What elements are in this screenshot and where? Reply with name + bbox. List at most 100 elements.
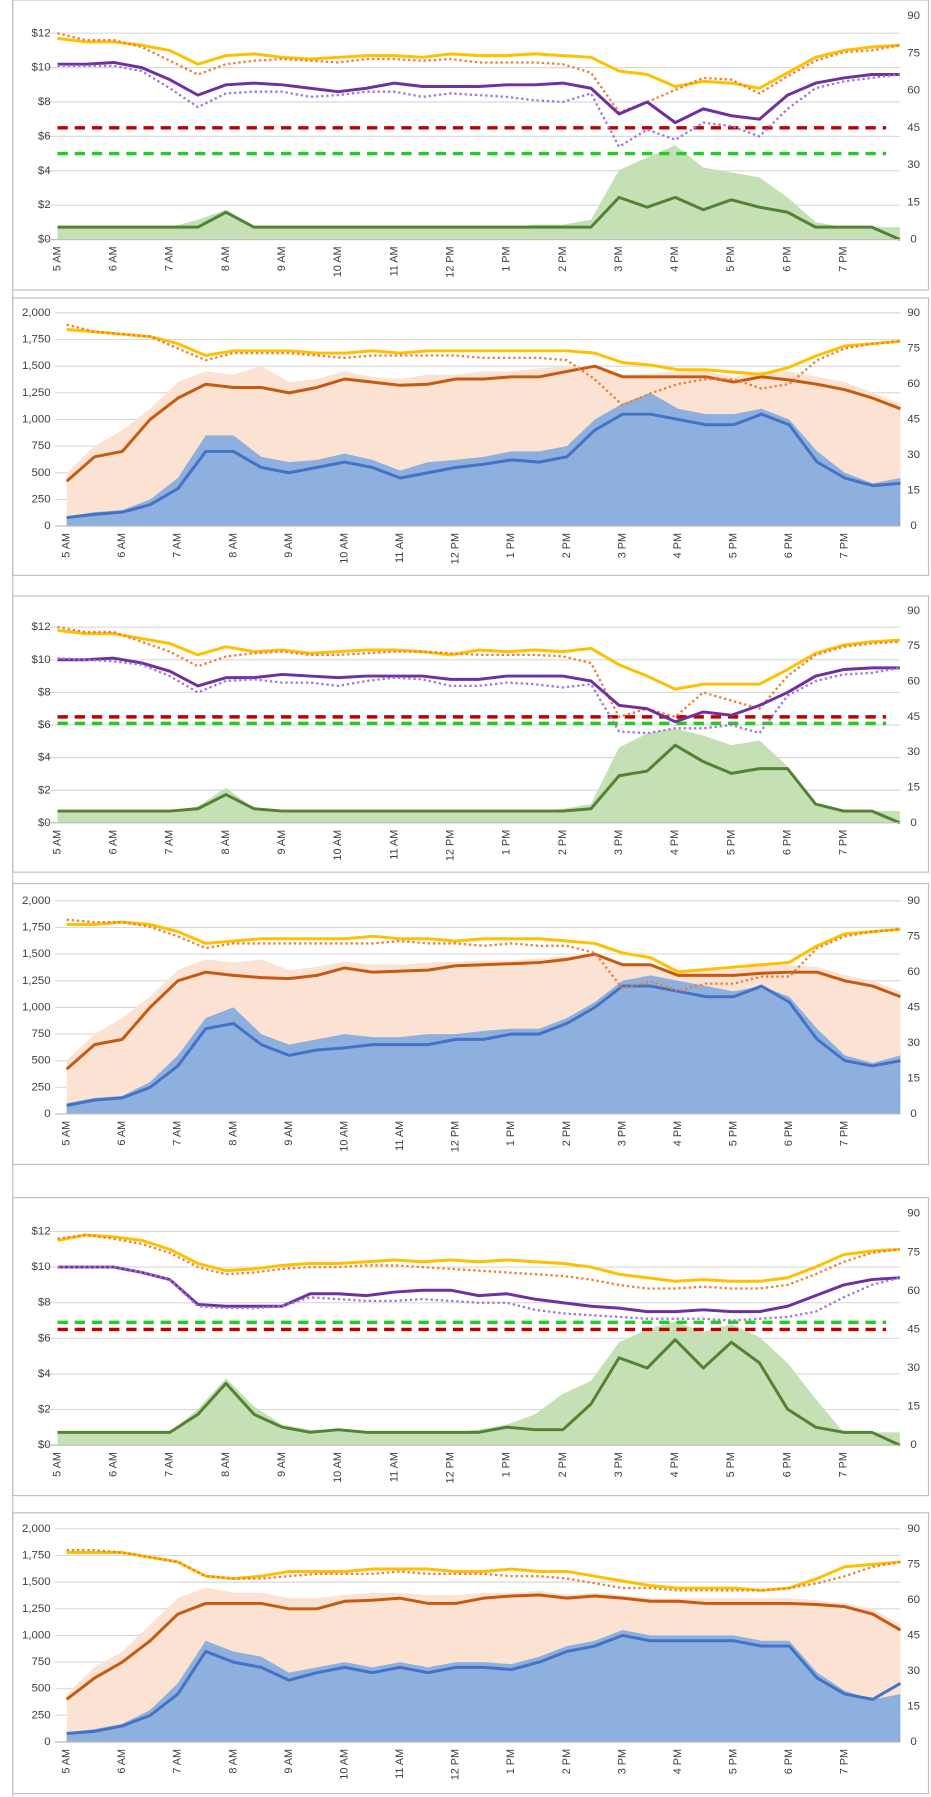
x-tick-label: 5 AM — [61, 1121, 73, 1146]
y-tick-label: 1,750 — [22, 921, 51, 933]
y-tick-label: $10 — [32, 62, 51, 74]
x-tick-label: 2 PM — [561, 1749, 573, 1774]
line-series — [66, 1551, 901, 1592]
x-tick-label: 2 PM — [561, 533, 573, 558]
x-tick-label: 4 PM — [672, 1121, 684, 1146]
x-tick-label: 7 PM — [839, 1749, 851, 1774]
x-tick-label: 12 PM — [450, 1749, 462, 1780]
x-tick-label: 9 AM — [276, 830, 288, 855]
line-series — [57, 743, 901, 825]
x-tick-label: 7 PM — [839, 1121, 851, 1146]
x-tick-label: 9 AM — [276, 1452, 288, 1477]
x-tick-label: 1 PM — [505, 1749, 517, 1774]
x-tick-label: 8 AM — [227, 533, 239, 558]
x-tick-label: 7 PM — [839, 533, 851, 558]
x-tick-label: 7 AM — [164, 830, 176, 855]
x-tick-label: 12 PM — [444, 246, 456, 277]
x-tick-label: 3 PM — [616, 1121, 628, 1146]
y2-tick-label: 90 — [907, 10, 920, 22]
y-tick-label: 750 — [32, 440, 51, 452]
x-tick-label: 10 AM — [338, 1121, 350, 1152]
x-tick-label: 12 PM — [444, 1452, 456, 1483]
x-tick-label: 2 PM — [561, 1121, 573, 1146]
line-series — [65, 364, 901, 483]
x-tick-label: 5 PM — [728, 1121, 740, 1146]
y-tick-label: $2 — [38, 1404, 51, 1416]
y-tick-label: 1,750 — [22, 1550, 51, 1562]
x-tick-label: 5 PM — [725, 1452, 737, 1477]
x-tick-label: 7 AM — [172, 1749, 184, 1774]
line-series — [57, 1233, 900, 1283]
y2-tick-label: 75 — [907, 1558, 920, 1570]
y-tick-label: $0 — [38, 234, 51, 246]
x-tick-label: 9 AM — [283, 1749, 295, 1774]
y2-tick-label: 45 — [907, 122, 920, 134]
x-tick-label: 5 PM — [725, 830, 737, 855]
y-tick-label: 1,750 — [22, 334, 51, 346]
line-series — [66, 918, 901, 992]
x-tick-label: 10 AM — [332, 246, 344, 277]
y2-tick-label: 30 — [907, 1037, 920, 1049]
y-tick-label: 1,250 — [22, 975, 51, 987]
x-tick-label: 5 PM — [728, 533, 740, 558]
line-series — [57, 625, 900, 718]
x-tick-label: 10 AM — [338, 533, 350, 564]
y-tick-label: 250 — [32, 1081, 51, 1093]
line-series — [57, 1338, 901, 1447]
y-tick-label: $8 — [38, 96, 51, 108]
line-series — [57, 1265, 901, 1322]
y2-tick-label: 0 — [910, 1439, 916, 1451]
x-tick-label: 6 AM — [116, 533, 128, 558]
x-tick-label: 8 AM — [220, 246, 232, 271]
x-tick-label: 6 AM — [108, 246, 120, 271]
y-tick-label: $2 — [38, 199, 51, 211]
x-tick-label: 10 AM — [332, 830, 344, 861]
x-tick-label: 10 AM — [332, 1452, 344, 1483]
panel-frame — [12, 297, 930, 576]
x-tick-label: 12 PM — [450, 1121, 462, 1152]
y2-tick-label: 60 — [907, 1594, 920, 1606]
y2-tick-label: 15 — [907, 1401, 920, 1413]
x-tick-label: 5 PM — [725, 246, 737, 271]
y-tick-label: $6 — [38, 1332, 51, 1344]
y-tick-label: $8 — [38, 1297, 51, 1309]
x-tick-label: 4 PM — [669, 1452, 681, 1477]
y2-tick-label: 60 — [907, 378, 920, 390]
y2-tick-label: 75 — [907, 342, 920, 354]
y-tick-label: $0 — [38, 817, 51, 829]
y2-tick-label: 60 — [907, 966, 920, 978]
x-tick-label: 8 AM — [227, 1749, 239, 1774]
x-tick-label: 6 PM — [781, 1452, 793, 1477]
y-tick-label: 250 — [32, 1709, 51, 1721]
x-tick-label: 5 AM — [51, 1452, 63, 1477]
y-tick-label: $12 — [32, 621, 51, 633]
panel-frame — [12, 0, 930, 291]
x-tick-label: 4 PM — [669, 830, 681, 855]
y2-tick-label: 75 — [907, 1246, 920, 1258]
y2-tick-label: 45 — [907, 1323, 920, 1335]
y-tick-label: $8 — [38, 686, 51, 698]
y2-tick-label: 45 — [907, 1001, 920, 1013]
y2-tick-label: 15 — [907, 196, 920, 208]
y2-tick-label: 15 — [907, 782, 920, 794]
y-tick-label: $10 — [32, 1261, 51, 1273]
line-series — [66, 412, 901, 520]
x-tick-label: 11 AM — [394, 533, 406, 563]
y-tick-label: 1,000 — [22, 1001, 51, 1013]
x-tick-label: 7 AM — [172, 533, 184, 558]
x-tick-label: 6 PM — [783, 1749, 795, 1774]
y-tick-label: $12 — [32, 1226, 51, 1238]
x-tick-label: 12 PM — [450, 533, 462, 564]
y-tick-label: $2 — [38, 784, 51, 796]
x-tick-label: 1 PM — [501, 246, 513, 271]
y-tick-label: 2,000 — [22, 895, 51, 907]
x-tick-label: 1 PM — [505, 1121, 517, 1146]
area-series — [66, 975, 901, 1114]
y2-tick-label: 30 — [907, 449, 920, 461]
y2-tick-label: 15 — [907, 1072, 920, 1084]
y-tick-label: $12 — [32, 27, 51, 39]
y2-tick-label: 60 — [907, 1285, 920, 1297]
line-series — [65, 952, 901, 1071]
